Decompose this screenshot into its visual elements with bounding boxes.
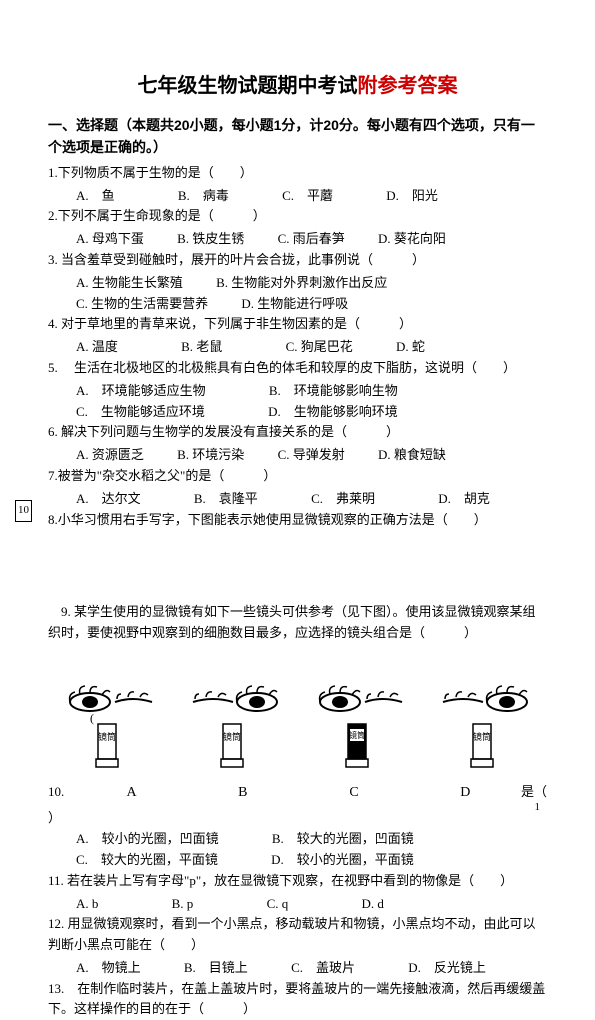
q3d: D. 生物能进行呼吸 <box>241 294 348 315</box>
q5-options: A. 环境能够适应生物 B. 环境能够影响生物 C. 生物能够适应环境 D. 生… <box>48 381 547 423</box>
q9: 9. 某学生使用的显微镜有如下一些镜头可供参考（见下图）。使用该显微镜观察某组织… <box>48 602 547 644</box>
q7d: D. 胡克 <box>438 489 490 510</box>
q10c: C. 较大的光圈，平面镜 <box>76 850 218 871</box>
q4a: A. 温度 <box>76 337 118 358</box>
eyes-diagram-row: 镜筒 ( 镜筒 镜筒 <box>48 652 547 782</box>
q1b: B. 病毒 <box>178 186 229 207</box>
q10d: D. 较小的光圈，平面镜 <box>271 850 414 871</box>
title-red: 附参考答案 <box>358 75 458 97</box>
q7a: A. 达尔文 <box>76 489 141 510</box>
eyes-c-icon: 镜筒 <box>310 682 410 782</box>
q1a: A. 鱼 <box>76 186 115 207</box>
q3b: B. 生物能对外界刺激作出反应 <box>216 273 387 294</box>
eye-item-a: 镜筒 ( <box>55 682 165 782</box>
q5c: C. 生物能够适应环境 <box>76 402 205 423</box>
tube-label: 10 <box>15 500 32 522</box>
q7: 7.被誉为"杂交水稻之父"的是（ ） <box>48 466 547 487</box>
label-c: C <box>299 782 409 804</box>
q8: 8.小华习惯用右手写字，下图能表示她使用显微镜观察的正确方法是（ ） <box>48 510 547 531</box>
q11c: C. q <box>267 894 289 915</box>
q1d: D. 阳光 <box>386 186 438 207</box>
q1-options: A. 鱼 B. 病毒 C. 平蘑 D. 阳光 <box>48 186 547 207</box>
q10-options: A. 较小的光圈，凹面镜 B. 较大的光圈，凹面镜 C. 较大的光圈，平面镜 D… <box>48 829 547 871</box>
q5b: B. 环境能够影响生物 <box>269 381 398 402</box>
q13: 13. 在制作临时装片，在盖上盖玻片时，要将盖玻片的一端先接触液滴，然后再缓缓盖… <box>48 979 547 1020</box>
q7-options: A. 达尔文 B. 袁隆平 C. 弗莱明 D. 胡克 <box>48 489 547 510</box>
q10b: B. 较大的光圈，凹面镜 <box>272 829 414 850</box>
q1c: C. 平蘑 <box>282 186 333 207</box>
q12-options: A. 物镜上 B. 目镜上 C. 盖玻片 D. 反光镜上 <box>48 958 547 979</box>
q5a: A. 环境能够适应生物 <box>76 381 206 402</box>
q2d: D. 葵花向阳 <box>378 229 446 250</box>
q11: 11. 若在装片上写有字母"p"，放在显微镜下观察，在视野中看到的物像是（ ） <box>48 871 547 892</box>
q12d: D. 反光镜上 <box>408 958 486 979</box>
page-title: 七年级生物试题期中考试附参考答案 <box>48 70 547 102</box>
q10-line: 10. A B C D 是（ <box>48 782 547 808</box>
eye-item-c: 镜筒 <box>305 682 415 782</box>
q6d: D. 粮食短缺 <box>378 445 446 466</box>
eyes-a-icon: 镜筒 ( <box>60 682 160 782</box>
q4: 4. 对于草地里的青草来说，下列属于非生物因素的是（ ） <box>48 314 547 335</box>
q11d: D. d <box>361 894 383 915</box>
q6: 6. 解决下列问题与生物学的发展没有直接关系的是（ ） <box>48 422 547 443</box>
q6-options: A. 资源匮乏 B. 环境污染 C. 导弹发射 D. 粮食短缺 <box>48 445 547 466</box>
q4b: B. 老鼠 <box>181 337 222 358</box>
svg-text:镜筒: 镜筒 <box>98 731 116 742</box>
q12: 12. 用显微镜观察时，看到一个小黑点，移动载玻片和物镜，小黑点均不动，由此可以… <box>48 914 547 956</box>
svg-text:镜筒: 镜筒 <box>349 730 365 740</box>
q4-options: A. 温度 B. 老鼠 C. 狗尾巴花 D. 蛇 <box>48 337 547 358</box>
section-1-header: 一、选择题（本题共20小题，每小题1分，计20分。每小题有四个选项，只有一个选项… <box>48 114 547 159</box>
q7c: C. 弗莱明 <box>311 489 375 510</box>
q12b: B. 目镜上 <box>184 958 248 979</box>
q4c: C. 狗尾巴花 <box>286 337 353 358</box>
q6a: A. 资源匮乏 <box>76 445 144 466</box>
q2c: C. 雨后春笋 <box>278 229 345 250</box>
q6c: C. 导弹发射 <box>278 445 345 466</box>
q1: 1.下列物质不属于生物的是（ ） <box>48 163 547 184</box>
eye-item-b: 镜筒 <box>180 682 290 782</box>
q3: 3. 当含羞草受到碰触时，展开的叶片会合拢，此事例说（ ） <box>48 250 547 271</box>
eyes-b-icon: 镜筒 <box>185 682 285 782</box>
q12c: C. 盖玻片 <box>291 958 355 979</box>
q2a: A. 母鸡下蛋 <box>76 229 144 250</box>
q7b: B. 袁隆平 <box>194 489 258 510</box>
q3-options: A. 生物能生长繁殖 B. 生物能对外界刺激作出反应 C. 生物的生活需要营养 … <box>48 273 547 315</box>
label-a: A <box>77 782 187 804</box>
q3c: C. 生物的生活需要营养 <box>76 294 208 315</box>
q4d: D. 蛇 <box>396 337 425 358</box>
q2: 2.下列不属于生命现象的是（ ） <box>48 206 547 227</box>
q11-options: A. b B. p C. q D. d <box>48 894 547 915</box>
q5d: D. 生物能够影响环境 <box>268 402 398 423</box>
svg-text:(: ( <box>90 711 94 725</box>
q2-options: A. 母鸡下蛋 B. 铁皮生锈 C. 雨后春笋 D. 葵花向阳 <box>48 229 547 250</box>
q10a: A. 较小的光圈，凹面镜 <box>76 829 219 850</box>
q10-num: 10. <box>48 782 76 808</box>
eyes-d-icon: 镜筒 <box>435 682 535 782</box>
label-b: B <box>188 782 298 804</box>
svg-text:镜筒: 镜筒 <box>223 731 241 742</box>
q3a: A. 生物能生长繁殖 <box>76 273 183 294</box>
page-number: 1 <box>535 799 541 817</box>
q10-paren: ） <box>48 808 547 829</box>
q5: 5. 生活在北极地区的北极熊具有白色的体毛和较厚的皮下脂肪，这说明（ ） <box>48 358 547 379</box>
title-text: 七年级生物试题期中考试 <box>138 75 358 97</box>
label-d: D <box>410 782 520 804</box>
q12a: A. 物镜上 <box>76 958 141 979</box>
q11b: B. p <box>172 894 194 915</box>
q6b: B. 环境污染 <box>177 445 244 466</box>
q2b: B. 铁皮生锈 <box>177 229 244 250</box>
q11a: A. b <box>76 894 98 915</box>
svg-text:镜筒: 镜筒 <box>473 731 491 742</box>
eye-item-d: 镜筒 <box>430 682 540 782</box>
